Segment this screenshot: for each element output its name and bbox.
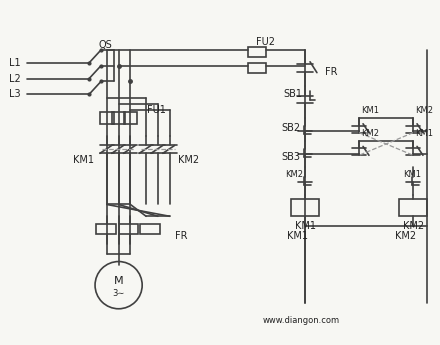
Text: KM1: KM1 — [403, 170, 422, 179]
Text: QS: QS — [99, 40, 113, 50]
Text: FU2: FU2 — [256, 37, 275, 47]
Text: L1: L1 — [9, 58, 20, 68]
Text: FR: FR — [325, 67, 337, 77]
Bar — [100, 112, 114, 124]
Bar — [96, 224, 116, 234]
Text: M: M — [114, 276, 124, 286]
Text: 3∼: 3∼ — [113, 288, 125, 297]
Text: KM2: KM2 — [286, 170, 304, 179]
Text: L3: L3 — [9, 89, 20, 99]
Text: SB2: SB2 — [282, 123, 301, 133]
Bar — [140, 224, 160, 234]
Bar — [400, 199, 427, 216]
Bar — [248, 47, 266, 57]
Text: KM2: KM2 — [403, 221, 424, 231]
Text: SB1: SB1 — [283, 89, 303, 99]
Text: KM2: KM2 — [361, 129, 379, 138]
Text: KM1: KM1 — [361, 106, 379, 115]
Bar — [119, 224, 138, 234]
Text: KM1: KM1 — [295, 221, 315, 231]
Text: KM2: KM2 — [415, 106, 433, 115]
Text: KM1: KM1 — [73, 155, 95, 165]
Text: www.diangon.com: www.diangon.com — [263, 316, 340, 325]
Text: KM2: KM2 — [395, 231, 416, 241]
Text: FU1: FU1 — [147, 105, 166, 115]
Text: L2: L2 — [9, 73, 20, 83]
Bar — [248, 63, 266, 73]
Bar — [124, 112, 137, 124]
Text: KM1: KM1 — [415, 129, 433, 138]
Bar — [112, 112, 125, 124]
Text: KM1: KM1 — [287, 231, 308, 241]
Text: KM2: KM2 — [177, 155, 198, 165]
Text: FR: FR — [175, 231, 187, 241]
Bar — [291, 199, 319, 216]
Text: SB3: SB3 — [282, 152, 301, 162]
